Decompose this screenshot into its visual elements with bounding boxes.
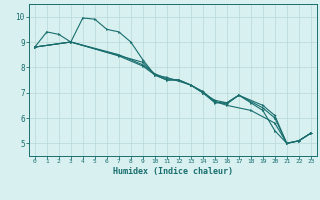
- X-axis label: Humidex (Indice chaleur): Humidex (Indice chaleur): [113, 167, 233, 176]
